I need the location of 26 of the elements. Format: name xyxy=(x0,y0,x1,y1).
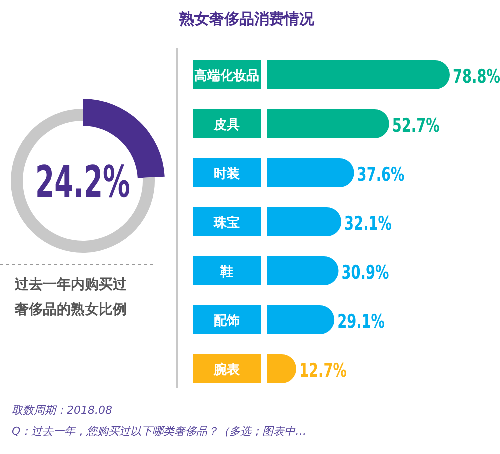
data-label: 29.1% xyxy=(338,310,386,333)
y-tick-label: 高端化妆品 xyxy=(194,68,260,84)
y-tick-label: 鞋 xyxy=(220,265,234,280)
bar xyxy=(267,256,339,286)
y-tick-label: 时装 xyxy=(214,167,240,182)
text: 奢侈品的熟女比例 xyxy=(14,301,127,318)
y-tick-label: 皮具 xyxy=(213,118,240,133)
y-tick-label: 珠宝 xyxy=(213,215,240,231)
text: 取数周期：2018.08 xyxy=(12,404,112,417)
data-label: 37.6% xyxy=(357,164,406,186)
data-label: 30.9% xyxy=(342,262,390,284)
bar xyxy=(267,110,390,138)
data-label: 32.1% xyxy=(344,212,392,235)
data-label: 52.7% xyxy=(392,114,440,137)
bar xyxy=(267,306,335,334)
y-tick-label: 腕表 xyxy=(213,362,241,378)
text: 24.2% xyxy=(36,156,130,208)
chart-title: 熟女奢侈品消费情况 xyxy=(178,10,316,28)
bar xyxy=(267,158,354,188)
text: Q：过去一年，您购买过以下哪类奢侈品？（多选；图表中… xyxy=(12,425,307,438)
text: 过去一年内购买过 xyxy=(14,277,128,293)
bar xyxy=(267,208,342,236)
data-label: 78.8% xyxy=(453,66,500,88)
y-tick-label: 配饰 xyxy=(214,314,240,329)
data-label: 12.7% xyxy=(299,360,348,382)
bar xyxy=(267,60,450,90)
